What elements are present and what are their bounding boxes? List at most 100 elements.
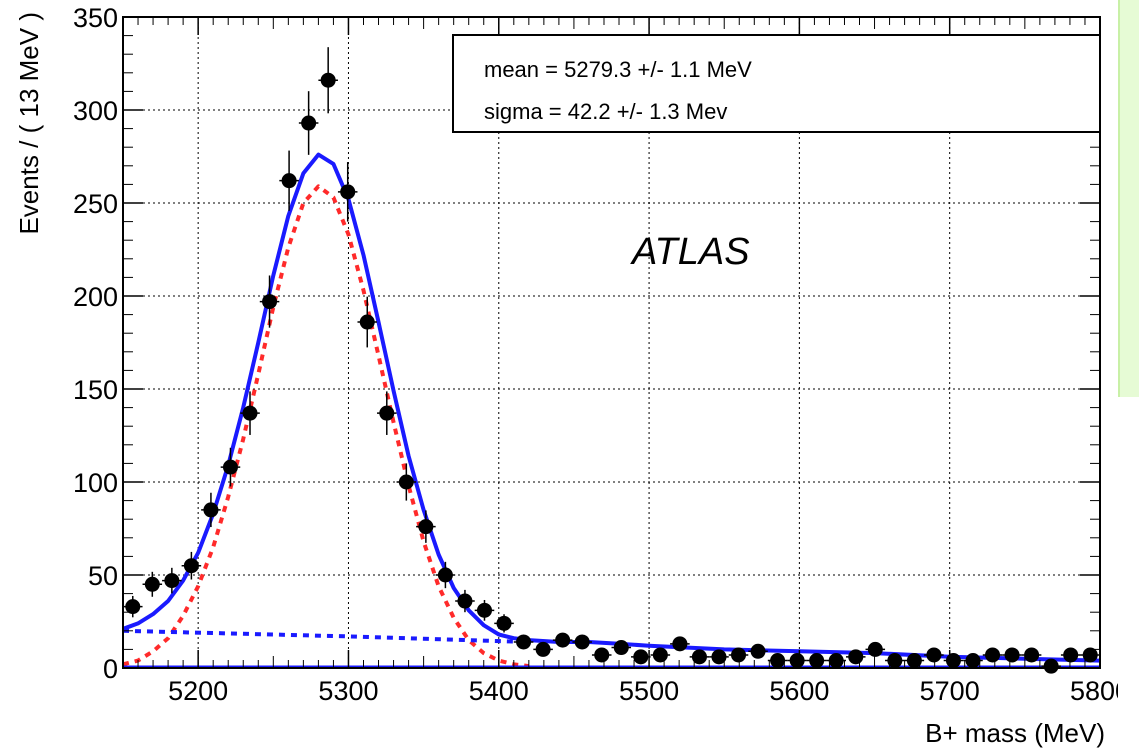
fit-curves [122,152,1101,669]
data-point [396,463,417,501]
y-tick-label: 350 [73,3,118,33]
data-point [650,647,671,663]
stats-sigma: sigma = 42.2 +/- 1.3 Mev [484,99,727,124]
data-marker [457,593,473,609]
x-tick-label: 5500 [619,676,679,706]
data-marker [809,653,825,669]
data-marker [418,519,434,535]
y-tick-labels: 0 50 100 150 200 250 300 350 [73,3,118,684]
data-point [201,492,221,528]
data-point [279,150,299,211]
data-marker [887,653,903,669]
data-marker [242,405,258,421]
data-marker [320,72,336,88]
data-marker [965,653,981,669]
data-marker [613,640,629,656]
data-point [377,391,397,435]
y-tick-label: 100 [73,468,118,498]
stats-box: mean = 5279.3 +/- 1.1 MeV sigma = 42.2 +… [452,34,1101,133]
atlas-annotation: ATLAS [630,231,750,273]
data-marker [985,647,1001,663]
data-point [162,567,182,594]
data-point [806,653,827,669]
data-marker [359,314,375,330]
data-marker [574,634,590,650]
data-marker [594,647,610,663]
data-point [1041,658,1061,674]
data-marker [1082,647,1098,663]
data-point [1002,647,1022,663]
data-marker [379,405,395,421]
y-axis-title: Events / ( 13 MeV ) [14,12,44,235]
data-point [748,643,768,659]
data-marker [672,636,688,652]
data-marker [222,459,238,475]
data-marker [711,649,727,665]
data-marker [1043,658,1059,674]
data-point [572,634,592,650]
side-panel-edge [1118,0,1139,397]
y-tick-label: 250 [73,189,118,219]
data-point [142,571,163,597]
data-point [1060,647,1081,663]
data-marker [125,599,141,615]
data-point [220,447,241,487]
x-axis-title: B+ mass (MeV) [925,718,1105,748]
data-marker [848,649,864,665]
data-marker [262,294,278,310]
data-marker [828,653,844,669]
data-marker [691,649,707,665]
data-point [885,653,905,669]
data-point [924,647,944,663]
data-point [552,632,573,648]
data-point [259,275,280,328]
x-tick-label: 5700 [920,676,980,706]
data-point [631,649,651,665]
data-marker [789,653,805,669]
data-point [123,595,143,618]
data-marker [633,649,649,665]
data-point [591,647,612,663]
data-marker [281,173,297,189]
data-point [1080,647,1100,663]
data-marker [516,634,532,650]
stats-mean: mean = 5279.3 +/- 1.1 MeV [484,57,752,82]
x-tick-label: 5200 [168,676,228,706]
data-marker [1063,647,1079,663]
data-marker [301,115,317,131]
data-marker [183,558,199,574]
data-marker [437,567,453,583]
total-fit-curve [122,152,1101,663]
data-point [416,510,436,543]
y-tick-label: 0 [103,654,118,684]
data-marker [926,647,942,663]
data-marker [164,573,180,589]
data-marker [1004,647,1020,663]
data-marker [731,647,747,663]
data-marker [476,602,492,618]
data-marker [398,474,414,490]
x-tick-label: 5300 [318,676,378,706]
data-point [982,647,1003,663]
data-point [455,589,475,613]
data-point [787,653,807,669]
data-marker [945,653,961,669]
data-point [670,636,690,652]
background-fit-curve [122,628,529,644]
data-point [533,641,553,657]
data-marker [770,653,786,669]
y-tick-label: 50 [88,561,118,591]
y-tick-label: 300 [73,96,118,126]
data-marker [496,615,512,631]
data-point [435,561,456,589]
data-point [865,641,886,657]
data-point [513,634,534,650]
data-marker [1024,647,1040,663]
signal-fit-curve [122,184,530,669]
x-tick-label: 5600 [769,676,829,706]
data-point [337,162,358,222]
data-marker [535,641,551,657]
